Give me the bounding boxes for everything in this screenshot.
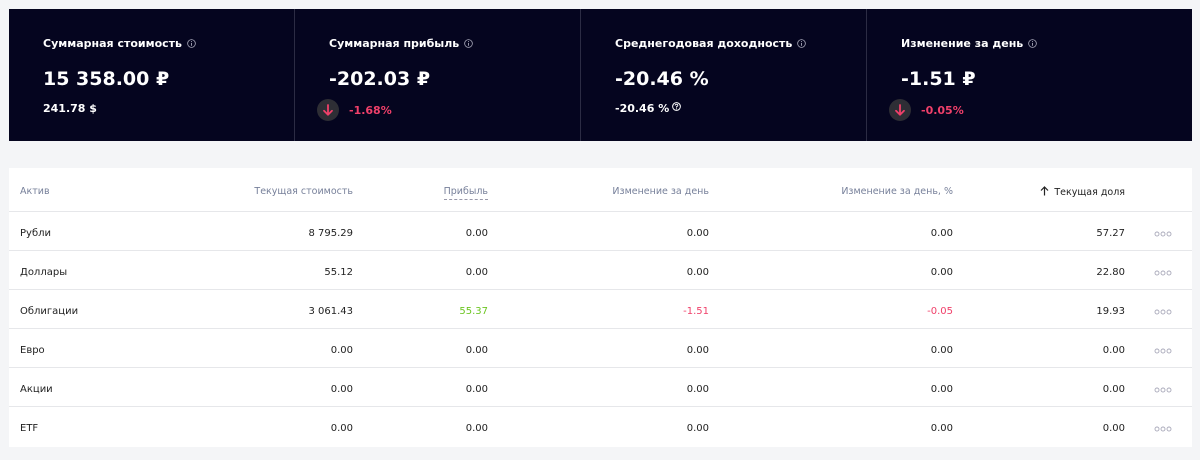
card-value: 15 358.00 ₽ xyxy=(43,68,170,90)
column-header[interactable]: Изменение за день xyxy=(612,186,709,197)
table-cell: 8 795.29 xyxy=(308,228,353,239)
card-title-text: Суммарная прибыль xyxy=(329,37,460,50)
card-title: Суммарная стоимость xyxy=(43,37,196,50)
card-title-text: Изменение за день xyxy=(901,37,1024,50)
column-header[interactable]: Прибыль xyxy=(443,186,488,200)
summary-card: Суммарная стоимость 15 358.00 ₽ 241.78 $ xyxy=(9,9,295,141)
row-divider xyxy=(9,250,1192,251)
row-divider xyxy=(9,211,1192,212)
table-cell: 0.00 xyxy=(330,384,353,395)
card-value: -202.03 ₽ xyxy=(329,68,431,90)
card-value: -20.46 % xyxy=(615,68,709,90)
assets-table: Актив Текущая стоимость Прибыль Изменение з… xyxy=(9,168,1192,447)
row-divider xyxy=(9,406,1192,407)
column-header[interactable]: Текущая стоимость xyxy=(254,186,353,197)
info-icon[interactable] xyxy=(187,39,196,48)
table-cell: 0.00 xyxy=(465,423,488,434)
table-cell: 0.00 xyxy=(465,384,488,395)
row-divider xyxy=(9,328,1192,329)
table-cell: 0.00 xyxy=(686,384,709,395)
table-cell: 19.93 xyxy=(1096,306,1125,317)
row-menu-button[interactable] xyxy=(1154,426,1172,432)
info-icon[interactable] xyxy=(464,39,474,48)
card-change: -0.05% xyxy=(889,99,964,121)
table-cell: 0.00 xyxy=(686,228,709,239)
column-header-text: Прибыль xyxy=(443,186,488,200)
sub-value-text: -20.46 % xyxy=(615,102,670,115)
table-cell: 0.00 xyxy=(686,267,709,278)
card-title-text: Среднегодовая доходность xyxy=(615,37,793,50)
row-menu-button[interactable] xyxy=(1154,348,1172,354)
table-cell: 3 061.43 xyxy=(308,306,353,317)
table-cell: Рубли xyxy=(20,228,52,239)
table-cell: 0.00 xyxy=(330,345,353,356)
column-header[interactable]: Изменение за день, % xyxy=(841,186,953,197)
table-cell: 22.80 xyxy=(1096,267,1125,278)
help-icon[interactable] xyxy=(672,102,682,111)
table-cell: 0.00 xyxy=(465,267,488,278)
table-cell: Доллары xyxy=(20,267,68,278)
info-icon[interactable] xyxy=(797,39,807,48)
table-cell: -1.51 xyxy=(683,306,709,317)
card-title: Изменение за день xyxy=(901,37,1038,50)
table-cell: 0.00 xyxy=(1102,384,1125,395)
column-header-text: Текущая стоимость xyxy=(254,186,353,197)
row-divider xyxy=(9,289,1192,290)
table-cell: 0.00 xyxy=(330,423,353,434)
table-cell: Евро xyxy=(20,345,45,356)
change-text: -1.68% xyxy=(349,103,392,117)
column-header-text: Изменение за день, % xyxy=(841,186,953,197)
card-value: -1.51 ₽ xyxy=(901,68,976,90)
table-cell: 0.00 xyxy=(686,423,709,434)
table-cell: 55.12 xyxy=(324,267,353,278)
table-cell: 0.00 xyxy=(1102,423,1125,434)
column-header-text: Изменение за день xyxy=(612,186,709,197)
column-header-text: Актив xyxy=(20,186,50,197)
card-title-text: Суммарная стоимость xyxy=(43,37,182,50)
table-cell: 57.27 xyxy=(1096,228,1125,239)
card-sub-value: 241.78 $ xyxy=(43,102,97,115)
info-icon[interactable] xyxy=(1028,39,1038,48)
table-cell: 55.37 xyxy=(459,306,488,317)
column-header[interactable]: Текущая доля xyxy=(1040,186,1125,198)
table-cell: 0.00 xyxy=(465,345,488,356)
row-menu-button[interactable] xyxy=(1154,387,1172,393)
row-divider xyxy=(9,367,1192,368)
table-cell: ETF xyxy=(20,423,39,434)
summary-card: Среднегодовая доходность -20.46 % -20.46 % xyxy=(580,9,867,141)
table-cell: Акции xyxy=(20,384,53,395)
card-title: Среднегодовая доходность xyxy=(615,37,807,50)
table-cell: 0.00 xyxy=(930,345,953,356)
table-cell: 0.00 xyxy=(1102,345,1125,356)
sort-arrow-icon xyxy=(1040,186,1049,196)
table-cell: 0.00 xyxy=(930,423,953,434)
table-cell: 0.00 xyxy=(686,345,709,356)
card-title: Суммарная прибыль xyxy=(329,37,474,50)
row-menu-button[interactable] xyxy=(1154,270,1172,276)
down-arrow-icon xyxy=(317,99,339,121)
table-cell: Облигации xyxy=(20,306,79,317)
down-arrow-icon xyxy=(889,99,911,121)
table-cell: 0.00 xyxy=(930,384,953,395)
change-text: -0.05% xyxy=(921,103,964,117)
summary-card: Изменение за день -1.51 ₽ -0.05% xyxy=(866,9,1153,141)
table-cell: 0.00 xyxy=(465,228,488,239)
sub-value-text: 241.78 $ xyxy=(43,102,97,115)
summary-panel: Суммарная стоимость 15 358.00 ₽241.78 $ Су… xyxy=(9,9,1192,141)
summary-card: Суммарная прибыль -202.03 ₽ -1.68% xyxy=(294,9,581,141)
table-cell: 0.00 xyxy=(930,228,953,239)
row-menu-button[interactable] xyxy=(1154,309,1172,315)
card-change: -1.68% xyxy=(317,99,392,121)
row-menu-button[interactable] xyxy=(1154,231,1172,237)
table-cell: -0.05 xyxy=(927,306,953,317)
table-cell: 0.00 xyxy=(930,267,953,278)
column-header-text: Текущая доля xyxy=(1054,187,1125,198)
card-sub-value: -20.46 % xyxy=(615,102,682,115)
column-header: Актив xyxy=(20,186,50,197)
